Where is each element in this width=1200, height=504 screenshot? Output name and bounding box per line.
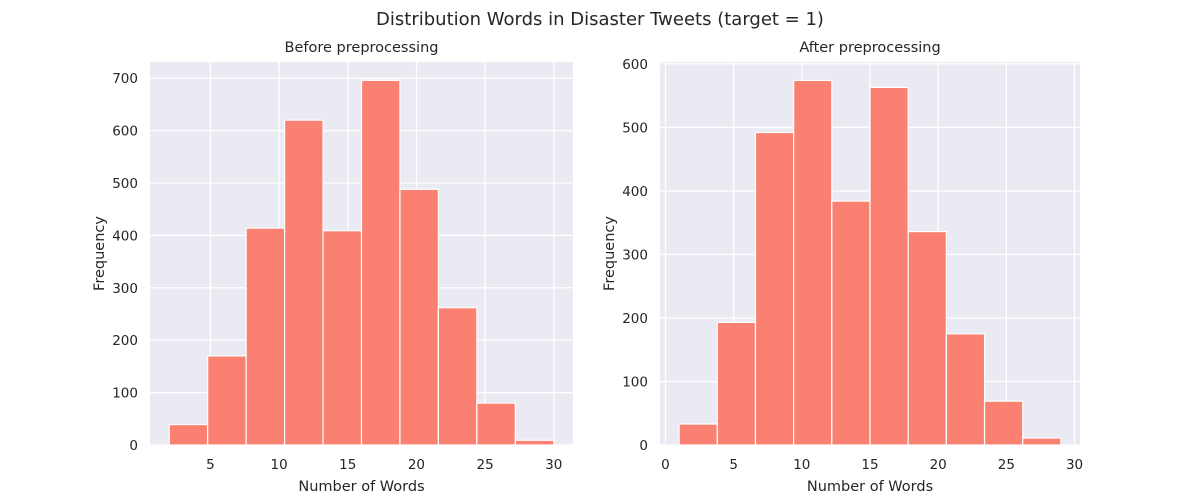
- histogram-bar-before: [399, 188, 440, 446]
- histogram-bar-before: [437, 307, 478, 446]
- y-tick-label-before: 200: [112, 333, 138, 349]
- y-tick-label-after: 200: [622, 311, 648, 327]
- y-tick-label-before: 300: [112, 281, 138, 297]
- x-tick-label-before: 5: [206, 457, 215, 473]
- histogram-bar-after: [678, 423, 718, 446]
- subplot-title-after: After preprocessing: [799, 40, 940, 56]
- x-tick-label-after: 5: [729, 457, 738, 473]
- histogram-bar-after: [945, 333, 986, 446]
- histogram-bar-before: [360, 79, 401, 446]
- subplot-title-before: Before preprocessing: [285, 40, 439, 56]
- y-tick-label-after: 600: [622, 57, 648, 73]
- figure-suptitle: Distribution Words in Disaster Tweets (t…: [376, 9, 824, 30]
- histogram-bar-before: [168, 423, 209, 446]
- x-tick-label-before: 20: [408, 457, 425, 473]
- x-tick-label-after: 20: [930, 457, 947, 473]
- x-tick-label-before: 25: [477, 457, 494, 473]
- histogram-bar-after: [907, 230, 947, 446]
- histogram-bar-after: [869, 86, 909, 446]
- x-tick-label-after: 30: [1066, 457, 1083, 473]
- histogram-bar-after: [831, 200, 871, 446]
- histogram-bar-before: [322, 230, 363, 446]
- x-axis-label-after: Number of Words: [807, 479, 933, 495]
- y-tick-label-before: 0: [129, 438, 138, 454]
- histogram-bar-before: [283, 119, 324, 446]
- y-tick-label-before: 700: [112, 71, 138, 87]
- y-tick-label-before: 400: [112, 228, 138, 244]
- histogram-bar-after: [793, 79, 833, 446]
- histogram-bar-after: [754, 131, 795, 446]
- y-tick-label-before: 100: [112, 386, 138, 402]
- y-tick-label-after: 500: [622, 120, 648, 136]
- x-axis-label-before: Number of Words: [298, 479, 424, 495]
- y-axis-label-after: Frequency: [602, 216, 618, 291]
- histogram-bar-after: [716, 321, 757, 446]
- x-tick-label-before: 10: [271, 457, 288, 473]
- histogram-bar-before: [207, 355, 247, 446]
- bars-after: [678, 79, 1062, 446]
- histogram-bar-before: [514, 439, 555, 446]
- x-tick-label-after: 10: [793, 457, 810, 473]
- x-tick-label-before: 30: [545, 457, 562, 473]
- y-tick-label-after: 300: [622, 247, 648, 263]
- histogram-bar-after: [983, 400, 1024, 446]
- histogram-bar-before: [245, 227, 286, 446]
- y-tick-label-after: 400: [622, 184, 648, 200]
- x-tick-label-after: 0: [661, 457, 670, 473]
- histogram-bar-before: [476, 402, 516, 446]
- histogram-bar-after: [1022, 437, 1062, 446]
- x-tick-label-before: 15: [339, 457, 356, 473]
- y-tick-label-after: 100: [622, 374, 648, 390]
- y-axis-label-before: Frequency: [92, 216, 108, 291]
- y-tick-label-after: 0: [639, 438, 648, 454]
- bars-before: [168, 79, 555, 446]
- y-tick-label-before: 600: [112, 124, 138, 140]
- x-tick-label-after: 25: [998, 457, 1015, 473]
- x-tick-label-after: 15: [861, 457, 878, 473]
- y-tick-label-before: 500: [112, 176, 138, 192]
